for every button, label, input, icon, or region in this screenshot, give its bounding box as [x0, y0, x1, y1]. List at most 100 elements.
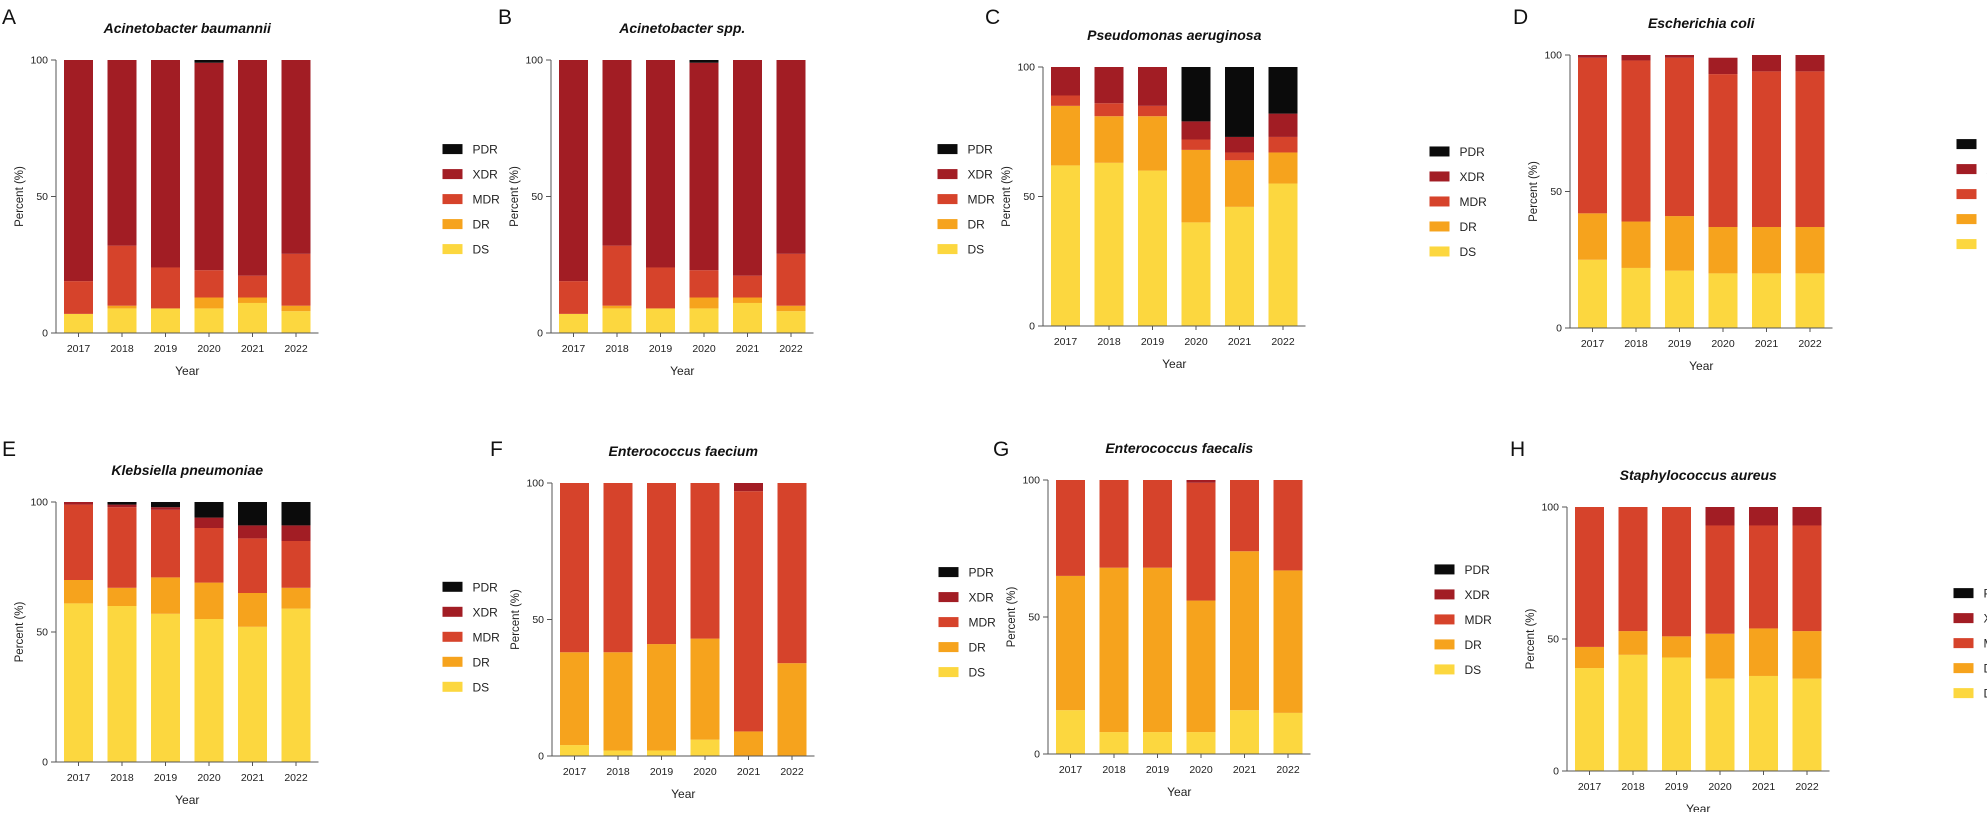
legend-swatch-dr	[938, 219, 958, 229]
legend-label-ds: DS	[969, 666, 986, 680]
bar-ds-2017	[64, 603, 93, 762]
legend-swatch-pdr	[1954, 588, 1974, 598]
bar-mdr-2022	[1793, 525, 1822, 631]
x-tick-label: 2021	[1233, 764, 1257, 776]
legend-label-pdr: PDR	[1984, 587, 1987, 601]
legend-swatch-dr	[1435, 639, 1455, 649]
bar-xdr-2020	[195, 518, 224, 528]
bar-mdr-2019	[1143, 480, 1172, 568]
legend-swatch-xdr	[939, 592, 959, 602]
bar-mdr-2017	[64, 505, 93, 580]
bar-ds-2022	[1796, 273, 1825, 328]
bar-xdr-2020	[1709, 58, 1738, 74]
bar-dr-2018	[108, 306, 137, 309]
bar-mdr-2021	[1230, 480, 1259, 551]
bar-mdr-2019	[1662, 507, 1691, 636]
x-tick-label: 2022	[779, 343, 803, 355]
bar-dr-2020	[195, 583, 224, 619]
legend-swatch-dr	[939, 642, 959, 652]
bar-mdr-2021	[1752, 71, 1781, 227]
panel-letter: G	[993, 438, 1009, 461]
legend-label-mdr: MDR	[1465, 613, 1493, 627]
bar-dr-2019	[1662, 636, 1691, 657]
bar-pdr-2019	[151, 502, 180, 507]
x-tick-label: 2021	[736, 343, 760, 355]
bar-ds-2020	[690, 308, 719, 333]
bar-dr-2020	[1706, 634, 1735, 679]
bar-pdr-2020	[195, 502, 224, 518]
legend-swatch-xdr	[1435, 589, 1455, 599]
x-tick-label: 2020	[197, 772, 221, 784]
x-tick-label: 2022	[1795, 781, 1819, 793]
y-tick-label: 0	[42, 757, 48, 769]
x-tick-label: 2022	[1276, 764, 1300, 776]
legend-swatch-dr	[1430, 221, 1450, 231]
bar-xdr-2021	[734, 483, 763, 491]
chart-title: Staphylococcus aureus	[1620, 467, 1777, 483]
legend-swatch-dr	[1954, 663, 1974, 673]
legend-swatch-pdr	[443, 582, 463, 592]
bar-ds-2020	[1706, 679, 1735, 771]
x-tick-label: 2022	[284, 343, 308, 355]
bar-mdr-2022	[282, 541, 311, 588]
legend-swatch-ds	[443, 244, 463, 254]
bar-dr-2020	[1187, 601, 1216, 733]
bar-ds-2020	[195, 619, 224, 762]
bar-dr-2021	[1230, 551, 1259, 710]
x-tick-label: 2022	[1798, 338, 1822, 350]
legend-label-ds: DS	[1984, 687, 1987, 701]
bar-ds-2019	[646, 308, 675, 333]
bar-ds-2021	[1752, 273, 1781, 328]
bar-xdr-2019	[151, 507, 180, 510]
legend-label-xdr: XDR	[473, 168, 499, 182]
legend-label-pdr: PDR	[473, 143, 499, 157]
bar-ds-2017	[1051, 165, 1080, 326]
x-tick-label: 2019	[1668, 338, 1692, 350]
legend-label-xdr: XDR	[473, 605, 499, 619]
bar-xdr-2017	[64, 502, 93, 505]
bar-xdr-2020	[195, 63, 224, 270]
bar-ds-2018	[108, 308, 137, 333]
x-tick-label: 2019	[1141, 336, 1165, 348]
legend-swatch-mdr	[443, 632, 463, 642]
bar-mdr-2017	[1056, 480, 1085, 576]
legend-label-dr: DR	[1460, 220, 1478, 234]
panel-letter: C	[985, 6, 1000, 29]
panel-letter: E	[2, 438, 16, 461]
x-tick-label: 2021	[241, 772, 265, 784]
bar-mdr-2022	[778, 483, 807, 663]
bar-pdr-2021	[1225, 67, 1254, 137]
legend-swatch-mdr	[1435, 614, 1455, 624]
bar-xdr-2019	[646, 60, 675, 267]
bars-group	[1575, 507, 1822, 771]
bar-ds-2017	[1056, 710, 1085, 754]
bar-ds-2019	[1143, 732, 1172, 754]
panel-letter: A	[2, 6, 16, 29]
x-tick-label: 2020	[1184, 336, 1208, 348]
bar-ds-2019	[1665, 271, 1694, 328]
bar-xdr-2022	[1793, 507, 1822, 525]
legend-label-ds: DS	[473, 243, 490, 257]
bar-ds-2020	[1187, 732, 1216, 754]
x-tick-label: 2018	[606, 766, 630, 778]
bar-ds-2019	[1662, 657, 1691, 771]
bar-xdr-2022	[1796, 55, 1825, 71]
x-tick-label: 2022	[284, 772, 308, 784]
legend-label-mdr: MDR	[1460, 195, 1488, 209]
legend-label-mdr: MDR	[969, 616, 997, 630]
bar-ds-2017	[559, 314, 588, 333]
x-tick-label: 2022	[1271, 336, 1295, 348]
legend-swatch-ds	[1957, 239, 1977, 249]
bar-mdr-2017	[1575, 507, 1604, 647]
bar-ds-2018	[1622, 268, 1651, 328]
bar-mdr-2021	[733, 276, 762, 298]
legend-swatch-mdr	[443, 194, 463, 204]
bar-mdr-2018	[1622, 60, 1651, 221]
bar-dr-2017	[64, 580, 93, 603]
bar-mdr-2019	[151, 267, 180, 308]
